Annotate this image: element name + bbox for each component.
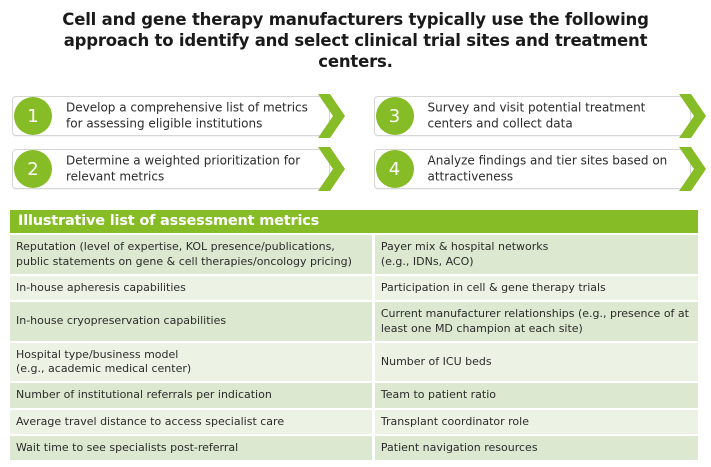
step-label: Develop a comprehensive list of metrics …: [66, 100, 308, 131]
chevron-right-icon: [679, 147, 706, 192]
process-step: 3 Survey and visit potential treatment c…: [373, 94, 706, 139]
process-step: 2 Determine a weighted prioritization fo…: [12, 147, 345, 192]
table-row: Average travel distance to access specia…: [10, 409, 698, 434]
metric-cell-right: Participation in cell & gene therapy tri…: [374, 275, 698, 301]
step-label: Analyze findings and tier sites based on…: [427, 153, 668, 184]
table-row: Hospital type/business model (e.g., acad…: [10, 342, 698, 382]
step-box: [12, 96, 330, 137]
chevron-right-icon: [317, 94, 345, 139]
metric-cell-left: Hospital type/business model (e.g., acad…: [10, 342, 372, 382]
metric-cell-right: Payer mix & hospital networks (e.g., IDN…: [374, 235, 698, 274]
table-row: In-house cryopreservation capabilities C…: [10, 302, 698, 341]
chevron-right-icon: [317, 147, 345, 192]
table-row: In-house apheresis capabilities Particip…: [10, 275, 698, 301]
table-body: Reputation (level of expertise, KOL pres…: [10, 235, 698, 461]
step-number-badge: 2: [14, 150, 52, 189]
metric-cell-right: Current manufacturer relationships (e.g.…: [374, 302, 698, 341]
step-label: Determine a weighted prioritization for …: [66, 153, 301, 184]
metric-cell-right: Patient navigation resources: [374, 436, 698, 461]
assessment-metrics-table: Illustrative list of assessment metrics …: [10, 210, 698, 461]
step-box: [373, 96, 691, 137]
page-title: Cell and gene therapy manufacturers typi…: [62, 10, 649, 72]
chevron-right-icon: [679, 94, 706, 139]
step-number-badge: 4: [375, 150, 414, 189]
step-number-badge: 1: [14, 97, 52, 136]
table-row: Reputation (level of expertise, KOL pres…: [10, 235, 698, 274]
metric-cell-left: Average travel distance to access specia…: [10, 409, 372, 434]
table-row: Wait time to see specialists post-referr…: [10, 436, 698, 461]
step-box: [12, 149, 330, 190]
metric-cell-left: Number of institutional referrals per in…: [10, 383, 372, 408]
step-box: [373, 149, 691, 190]
process-step: 1 Develop a comprehensive list of metric…: [12, 94, 345, 139]
process-step: 4 Analyze findings and tier sites based …: [373, 147, 706, 192]
metric-cell-left: In-house apheresis capabilities: [10, 275, 372, 301]
step-label: Survey and visit potential treatment cen…: [427, 100, 646, 131]
metric-cell-left: In-house cryopreservation capabilities: [10, 302, 372, 341]
approach-steps: 1 Develop a comprehensive list of metric…: [12, 94, 706, 192]
metric-cell-right: Team to patient ratio: [374, 383, 698, 408]
table-row: Number of institutional referrals per in…: [10, 383, 698, 408]
step-number-badge: 3: [375, 97, 414, 136]
metric-cell-left: Wait time to see specialists post-referr…: [10, 436, 372, 461]
metric-cell-right: Transplant coordinator role: [374, 409, 698, 434]
metric-cell-right: Number of ICU beds: [374, 342, 698, 382]
table-header: Illustrative list of assessment metrics: [10, 210, 698, 234]
metric-cell-left: Reputation (level of expertise, KOL pres…: [10, 235, 372, 274]
